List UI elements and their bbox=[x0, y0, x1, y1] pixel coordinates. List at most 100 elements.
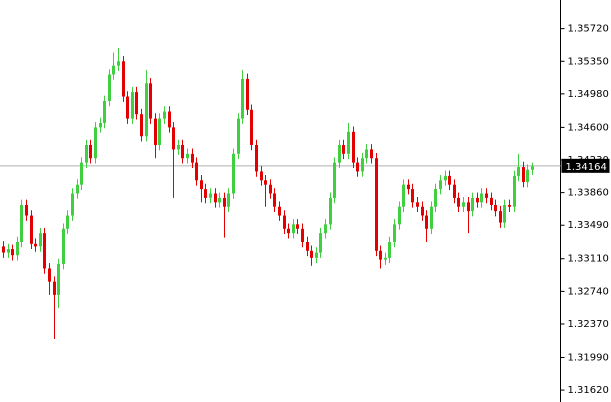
y-tick-label: 1.35720 bbox=[568, 24, 609, 35]
candle-body bbox=[108, 74, 111, 101]
candle-body bbox=[457, 197, 460, 207]
current-price-label: 1.34164 bbox=[566, 162, 607, 173]
candle-body bbox=[333, 162, 336, 198]
candle-body bbox=[76, 184, 79, 194]
candle-body bbox=[273, 193, 276, 207]
candle-body bbox=[7, 249, 10, 253]
candle-body bbox=[407, 184, 410, 190]
candle-body bbox=[80, 162, 83, 185]
candle-body bbox=[34, 243, 37, 247]
candle-body bbox=[145, 83, 148, 137]
candle-body bbox=[278, 206, 281, 216]
candle-body bbox=[402, 184, 405, 207]
candle-body bbox=[356, 162, 359, 172]
candle-body bbox=[48, 268, 51, 282]
candle-body bbox=[522, 167, 525, 183]
candle-body bbox=[30, 215, 33, 244]
candle-body bbox=[232, 153, 235, 194]
candle-body bbox=[20, 204, 23, 242]
candle-body bbox=[301, 228, 304, 242]
candle-body bbox=[2, 246, 5, 253]
candle-body bbox=[296, 224, 299, 229]
candle-body bbox=[499, 211, 502, 223]
candle-body bbox=[89, 145, 92, 159]
candle-body bbox=[158, 118, 161, 146]
candle-body bbox=[476, 197, 479, 203]
candle-body bbox=[306, 241, 309, 251]
candle-body bbox=[379, 250, 382, 260]
candle-body bbox=[444, 175, 447, 181]
candle-body bbox=[260, 171, 263, 181]
candle-body bbox=[453, 184, 456, 198]
y-tick-label: 1.33860 bbox=[568, 188, 609, 199]
candle-body bbox=[310, 250, 313, 258]
candle-body bbox=[172, 127, 175, 150]
candle-body bbox=[112, 65, 115, 75]
candle-body bbox=[16, 241, 19, 256]
candle-body bbox=[471, 197, 474, 212]
candle-body bbox=[135, 92, 138, 115]
candle-body bbox=[62, 228, 65, 265]
candle-body bbox=[393, 224, 396, 242]
candle-body bbox=[195, 162, 198, 181]
candle-body bbox=[384, 257, 387, 260]
candle-body bbox=[319, 233, 322, 253]
candle-body bbox=[53, 281, 56, 295]
candle-body bbox=[218, 197, 221, 203]
candle-body bbox=[411, 189, 414, 203]
candle-body bbox=[434, 189, 437, 207]
candle-body bbox=[485, 193, 488, 198]
candle-body bbox=[246, 78, 249, 110]
candle-body bbox=[342, 145, 345, 154]
candle-body bbox=[448, 175, 451, 185]
y-tick-label: 1.34980 bbox=[568, 89, 609, 100]
y-tick-label: 1.33110 bbox=[568, 254, 609, 265]
candle-body bbox=[430, 206, 433, 229]
candle-body bbox=[163, 111, 166, 119]
candle-body bbox=[154, 118, 157, 146]
candle-body bbox=[421, 206, 424, 216]
candle-body bbox=[480, 193, 483, 203]
candle-body bbox=[462, 202, 465, 207]
candle-body bbox=[25, 204, 28, 216]
candle-body bbox=[388, 241, 391, 258]
candle-body bbox=[85, 145, 88, 163]
candle-body bbox=[526, 169, 529, 183]
candle-body bbox=[140, 114, 143, 137]
candle-body bbox=[149, 83, 152, 119]
candle-body bbox=[117, 61, 120, 66]
candle-body bbox=[269, 184, 272, 194]
candle-body bbox=[347, 131, 350, 154]
candle-body bbox=[223, 197, 226, 207]
candle-body bbox=[352, 131, 355, 163]
candle-body bbox=[375, 158, 378, 251]
candle-body bbox=[250, 109, 253, 146]
candle-body bbox=[66, 215, 69, 229]
candle-body bbox=[255, 145, 258, 172]
candle-body bbox=[39, 233, 42, 247]
candle-body bbox=[508, 204, 511, 207]
candle-body bbox=[43, 233, 46, 269]
candle-body bbox=[329, 197, 332, 225]
candle-body bbox=[324, 224, 327, 234]
candle-body bbox=[338, 145, 341, 163]
candle-body bbox=[191, 153, 194, 163]
candle-body bbox=[131, 92, 134, 119]
candle-body bbox=[168, 111, 171, 128]
candle-body bbox=[503, 204, 506, 223]
y-tick-label: 1.32740 bbox=[568, 286, 609, 297]
candle-body bbox=[200, 180, 203, 190]
candle-body bbox=[490, 197, 493, 205]
candle-body bbox=[71, 193, 74, 216]
candle-body bbox=[241, 78, 244, 119]
candle-body bbox=[94, 127, 97, 159]
y-tick-label: 1.31620 bbox=[568, 385, 609, 396]
candle-body bbox=[283, 215, 286, 229]
candle-body bbox=[292, 224, 295, 234]
candle-body bbox=[425, 215, 428, 229]
candle-body bbox=[467, 202, 470, 212]
candle-body bbox=[287, 228, 290, 234]
y-tick-label: 1.32370 bbox=[568, 319, 609, 330]
candle-body bbox=[103, 100, 106, 123]
candle-body bbox=[365, 149, 368, 159]
